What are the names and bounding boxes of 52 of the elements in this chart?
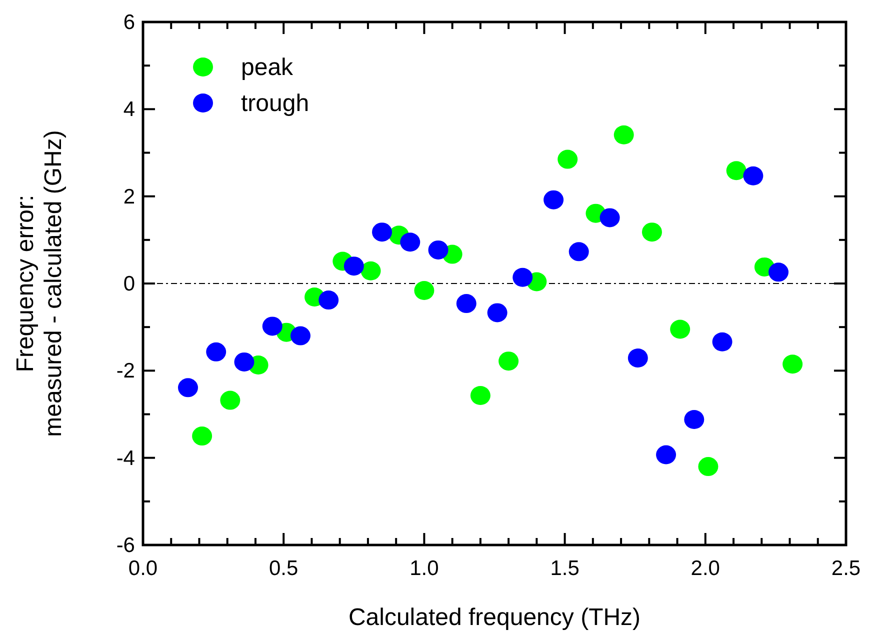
y-tick-label: 0 [123, 272, 135, 296]
y-axis-title: Frequency error: measured - calculated (GHz) [12, 130, 67, 437]
point [206, 342, 226, 362]
x-tick-label: 1.0 [410, 557, 439, 580]
point [428, 240, 448, 260]
point [318, 290, 339, 310]
x-tick-label: 0.0 [128, 557, 158, 580]
y-tick-label: -2 [116, 360, 135, 383]
y-tick-label: 6 [123, 11, 135, 34]
x-tick-label: 0.5 [269, 557, 298, 580]
point [600, 208, 620, 228]
point [290, 326, 310, 346]
x-tick-label: 1.5 [550, 557, 580, 580]
point [568, 242, 589, 262]
point [178, 378, 198, 398]
point [698, 457, 718, 476]
point [642, 222, 662, 242]
point [498, 352, 519, 371]
point [192, 426, 212, 446]
point [360, 261, 381, 280]
point [544, 190, 564, 210]
point [344, 256, 364, 276]
x-tick-label: 2.5 [831, 557, 861, 580]
point [400, 232, 420, 252]
point [372, 222, 392, 242]
point [743, 166, 764, 186]
point [558, 150, 578, 169]
y-tick-label: -6 [116, 534, 135, 557]
y-tick-label: -4 [116, 446, 136, 470]
y-tick-label: 4 [123, 98, 136, 122]
point [726, 161, 746, 180]
point [768, 262, 789, 282]
y-tick-label: 2 [123, 185, 135, 208]
legend-label: trough [241, 90, 310, 117]
point [684, 410, 704, 429]
point [262, 316, 282, 336]
point [656, 445, 676, 464]
point [712, 332, 732, 352]
point [470, 386, 490, 406]
point [614, 125, 634, 144]
x-axis-title: Calculated frequency (THz) [348, 604, 641, 631]
point [628, 348, 648, 368]
point [782, 354, 803, 374]
point [220, 390, 240, 410]
legend-label: peak [241, 54, 294, 81]
point [456, 294, 476, 314]
point [670, 320, 690, 339]
x-tick-label: 2.0 [690, 557, 720, 580]
point [512, 268, 533, 287]
point [414, 280, 434, 300]
point [234, 352, 254, 372]
point [487, 303, 508, 322]
